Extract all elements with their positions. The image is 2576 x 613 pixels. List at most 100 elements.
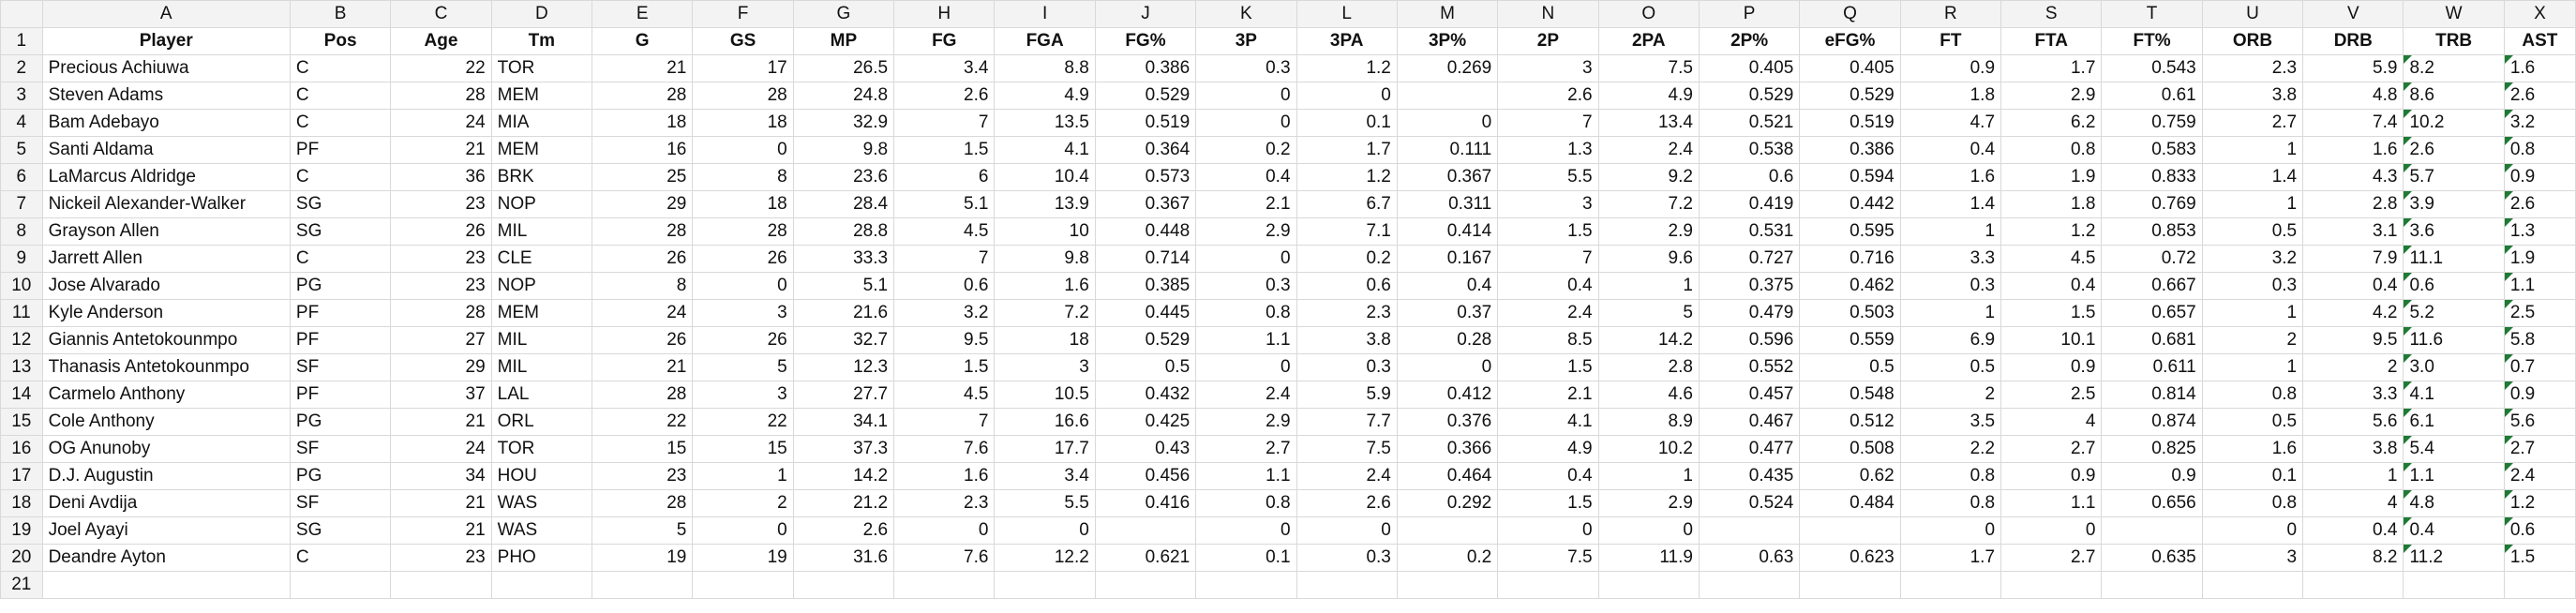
table-cell[interactable]: 6.9 [1899,326,2002,354]
table-cell[interactable]: NOP [490,272,593,300]
table-cell[interactable]: 8.2 [2302,544,2404,572]
table-cell[interactable]: 3 [994,353,1096,381]
table-cell[interactable]: 1 [1597,462,1700,490]
table-cell[interactable]: 4.8 [2302,82,2404,110]
table-cell[interactable]: 1.6 [2503,54,2576,82]
table-cell[interactable]: 0.667 [2101,272,2203,300]
table-cell[interactable]: 4.1 [994,136,1096,164]
table-cell[interactable]: 1 [1597,272,1700,300]
table-cell[interactable]: SF [289,435,392,463]
table-cell[interactable]: 0.442 [1799,190,1901,218]
table-cell[interactable]: 3.0 [2403,353,2505,381]
table-cell[interactable]: 26 [390,217,492,246]
table-cell[interactable]: 0.412 [1396,381,1499,409]
row-number[interactable]: 21 [0,571,43,599]
table-cell[interactable]: 0.521 [1698,109,1801,137]
table-cell[interactable]: 0.714 [1094,245,1197,273]
table-cell[interactable]: 22 [591,408,694,436]
table-cell[interactable]: 24 [591,299,694,327]
table-cell[interactable] [591,571,694,599]
table-cell[interactable]: 10 [994,217,1096,246]
column-title-cell[interactable]: FGA [994,27,1096,55]
table-cell[interactable]: 11.9 [1597,544,1700,572]
table-cell[interactable]: 0.548 [1799,381,1901,409]
row-number[interactable]: 15 [0,408,43,436]
table-cell[interactable]: 0.716 [1799,245,1901,273]
table-cell[interactable]: 7 [893,109,996,137]
table-cell[interactable]: TOR [490,435,593,463]
table-cell[interactable]: 0.538 [1698,136,1801,164]
table-cell[interactable]: 0.4 [2000,272,2103,300]
table-cell[interactable]: 0 [1899,516,2002,545]
column-title-cell[interactable]: FG [893,27,996,55]
table-cell[interactable]: 10.2 [1597,435,1700,463]
table-cell[interactable]: 0 [994,516,1096,545]
table-cell[interactable]: 1.5 [2000,299,2103,327]
row-number[interactable]: 20 [0,544,43,572]
table-cell[interactable]: 2.4 [1295,462,1398,490]
table-cell[interactable]: 5.9 [2302,54,2404,82]
column-title-cell[interactable]: FT% [2101,27,2203,55]
table-cell[interactable]: 8.2 [2403,54,2505,82]
table-cell[interactable] [1597,571,1700,599]
table-cell[interactable]: 1 [2201,136,2304,164]
row-number[interactable]: 19 [0,516,43,545]
table-cell[interactable]: 0.1 [1295,109,1398,137]
table-cell[interactable]: 0 [1597,516,1700,545]
table-cell[interactable]: 1 [692,462,794,490]
table-cell[interactable]: C [289,163,392,191]
table-cell[interactable]: 3.8 [2302,435,2404,463]
table-cell[interactable]: LaMarcus Aldridge [41,163,291,191]
table-cell[interactable]: 0.8 [1195,299,1297,327]
row-number[interactable]: 6 [0,163,43,191]
table-cell[interactable]: 0.657 [2101,299,2203,327]
table-cell[interactable]: 28 [591,217,694,246]
table-cell[interactable]: 1 [2201,299,2304,327]
table-cell[interactable] [1396,571,1499,599]
table-cell[interactable] [1195,571,1297,599]
table-cell[interactable]: 31.6 [792,544,895,572]
table-cell[interactable]: 1.3 [2503,217,2576,246]
table-cell[interactable]: D.J. Augustin [41,462,291,490]
row-number[interactable]: 10 [0,272,43,300]
table-cell[interactable]: 0 [1295,516,1398,545]
table-cell[interactable]: 0.467 [1698,408,1801,436]
table-cell[interactable]: 0.2 [1195,136,1297,164]
table-cell[interactable]: 7 [893,245,996,273]
table-cell[interactable]: 4.9 [1497,435,1599,463]
table-cell[interactable] [490,571,593,599]
table-cell[interactable]: 7.9 [2302,245,2404,273]
table-cell[interactable]: OG Anunoby [41,435,291,463]
table-cell[interactable]: 5.5 [994,489,1096,517]
table-cell[interactable]: 0.519 [1094,109,1197,137]
table-cell[interactable] [1295,571,1398,599]
table-cell[interactable]: PF [289,326,392,354]
column-title-cell[interactable]: Age [390,27,492,55]
table-cell[interactable] [289,571,392,599]
table-cell[interactable]: 2.3 [1295,299,1398,327]
table-cell[interactable]: 1.8 [2000,190,2103,218]
table-cell[interactable]: 0.111 [1396,136,1499,164]
table-cell[interactable]: 21.6 [792,299,895,327]
table-cell[interactable]: 0.524 [1698,489,1801,517]
column-header-r[interactable]: R [1899,0,2002,28]
table-cell[interactable]: 2.6 [792,516,895,545]
table-cell[interactable]: 0.366 [1396,435,1499,463]
table-cell[interactable]: 0.1 [1195,544,1297,572]
table-cell[interactable]: 3 [2201,544,2304,572]
table-cell[interactable]: MIL [490,326,593,354]
table-cell[interactable]: 0 [692,516,794,545]
column-title-cell[interactable]: MP [792,27,895,55]
table-cell[interactable]: 8.9 [1597,408,1700,436]
table-cell[interactable]: SG [289,516,392,545]
table-cell[interactable]: 2.5 [2503,299,2576,327]
table-cell[interactable]: 26 [591,326,694,354]
table-cell[interactable]: 1.1 [2000,489,2103,517]
table-cell[interactable]: 1.6 [2302,136,2404,164]
table-cell[interactable]: 3.8 [1295,326,1398,354]
table-cell[interactable]: 16 [591,136,694,164]
table-cell[interactable] [1497,571,1599,599]
table-cell[interactable]: 0.8 [2503,136,2576,164]
table-cell[interactable]: 0 [1195,245,1297,273]
table-cell[interactable]: 0.4 [1396,272,1499,300]
